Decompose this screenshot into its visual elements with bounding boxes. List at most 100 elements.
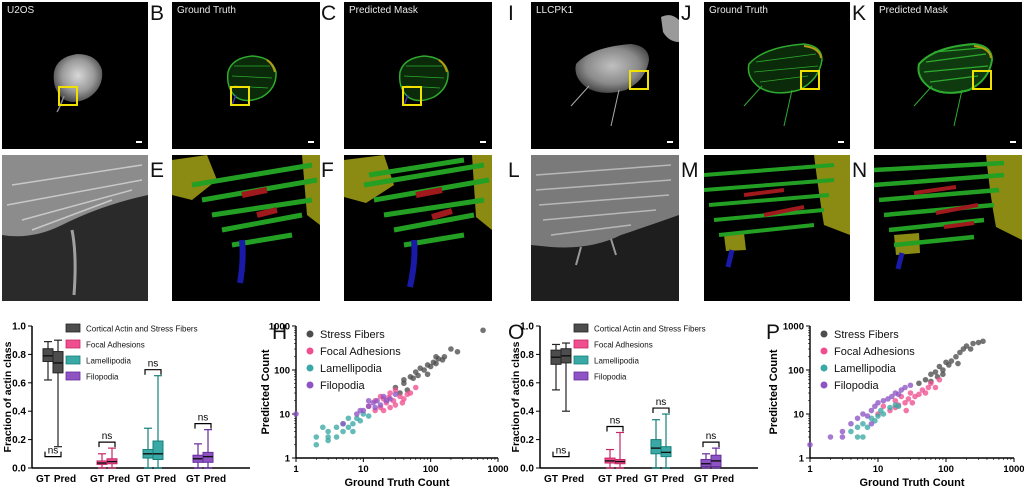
scatter-point <box>928 371 934 378</box>
box-plot-svg: 0.0 0.2 0.4 0.6 0.8 1.0 Fraction of actin clas… <box>510 322 758 485</box>
panel-label-o: O <box>508 321 525 344</box>
y-tick-label: 0.8 <box>520 350 534 361</box>
y-tick-label: 0.6 <box>520 378 534 389</box>
group-label-gt: GT <box>644 474 658 485</box>
legend-label: Focal Adhesions <box>86 341 145 350</box>
legend-label: Focal Adhesions <box>594 341 653 350</box>
scatter-point <box>970 340 976 347</box>
legend-swatch <box>65 371 81 381</box>
y-tick-label: 1 <box>285 454 291 465</box>
significance-label: ns <box>148 359 159 370</box>
scatter-point <box>854 434 861 440</box>
box-plot-svg: 0.0 0.2 0.4 0.6 0.8 1.0 Fraction of actin clas… <box>2 322 250 485</box>
scatter-point <box>875 413 881 419</box>
scatter-point <box>875 399 881 406</box>
scatter-point <box>940 367 946 373</box>
box <box>152 440 164 460</box>
scatter-point <box>433 360 439 367</box>
scatter-point <box>293 411 299 417</box>
scatter-point <box>480 327 486 334</box>
significance-label: ns <box>198 413 209 424</box>
scatter-point <box>839 434 846 440</box>
panel-label-l: L <box>508 159 520 182</box>
scatter-point <box>433 353 439 360</box>
scatter-point <box>860 434 866 440</box>
y-axis-label: Predicted Count <box>260 349 272 434</box>
scatter-point <box>902 399 908 406</box>
significance-label: ns <box>556 446 567 457</box>
scatter-point <box>365 403 372 410</box>
scatter-point <box>454 348 461 355</box>
predicted-zoom-mask <box>344 155 492 301</box>
group-label-gt: GT <box>598 474 612 485</box>
significance-label: ns <box>706 431 717 442</box>
group-label-pred: Pred <box>712 474 734 485</box>
y-tick-label: 0.4 <box>520 407 534 418</box>
ground-truth-mask-image: Ground Truth <box>172 2 320 149</box>
y-tick-label: 1000 <box>269 322 290 333</box>
scatter-point <box>854 415 861 422</box>
significance-label: ns <box>656 397 667 408</box>
legend-swatch <box>573 339 589 349</box>
scatter-point <box>895 403 902 410</box>
scatter-point <box>903 407 910 414</box>
scatter-point <box>940 371 946 378</box>
legend-label: Lamellipodia <box>320 363 383 375</box>
legend-marker <box>306 347 314 355</box>
scatter-point <box>410 375 416 382</box>
y-tick-label: 100 <box>788 366 804 377</box>
scatter-point <box>357 418 364 424</box>
x-tick-label: 1000 <box>487 464 508 475</box>
legend-swatch <box>573 371 589 381</box>
x-tick-label: 100 <box>423 464 439 475</box>
scatter-point <box>427 363 434 370</box>
scatter-point <box>350 428 356 435</box>
scatter-point <box>975 339 982 346</box>
scatter-point <box>936 363 943 370</box>
scatter-point <box>880 403 887 410</box>
y-tick-label: 1000 <box>783 322 804 333</box>
scatter-point <box>963 343 970 349</box>
u2os-fluorescence-image: U2OS <box>2 2 148 149</box>
group-label-gt: GT <box>544 474 558 485</box>
x-tick-label: 1 <box>293 464 299 475</box>
x-tick-label: 100 <box>938 464 954 475</box>
scatter-point <box>407 390 414 396</box>
group-label-gt: GT <box>90 474 104 485</box>
y-tick-label: 0.8 <box>12 350 26 361</box>
scatter-point <box>340 420 346 427</box>
legend-label: Lamellipodia <box>86 357 131 366</box>
scatter-point <box>932 369 939 375</box>
scatter-point <box>916 380 922 387</box>
legend-label: Stress Fibers <box>320 329 385 341</box>
group-label-gt: GT <box>36 474 50 485</box>
scatter-point <box>928 380 934 387</box>
scatter-point <box>319 424 326 431</box>
scatter-point <box>345 415 352 422</box>
legend-marker <box>306 330 314 338</box>
image-title: Ground Truth <box>709 5 768 16</box>
box <box>42 348 54 363</box>
legend-label: Focal Adhesions <box>320 346 401 358</box>
significance-bracket <box>144 369 162 375</box>
llcpk1-zoom-image <box>531 155 679 301</box>
legend-label: Filopodia <box>320 380 366 392</box>
scatter-point <box>354 411 360 417</box>
image-title: Ground Truth <box>177 5 236 16</box>
legend-label: Filopodia <box>834 380 880 392</box>
scatter-point <box>854 424 861 431</box>
scatter-point <box>313 441 320 448</box>
significance-label: ns <box>48 446 59 457</box>
scatter-point <box>333 434 340 440</box>
scatter-point <box>880 397 887 404</box>
scatter-point <box>864 424 871 431</box>
scatter-point <box>868 407 875 414</box>
scatter-point <box>922 376 929 383</box>
legend-label: Stress Fibers <box>834 329 899 341</box>
significance-bracket <box>44 451 62 458</box>
panel-label-j: J <box>681 2 692 25</box>
group-label-pred: Pred <box>562 474 584 485</box>
x-tick-label: 1000 <box>1003 464 1024 475</box>
box-plot-llcpk1: 0.0 0.2 0.4 0.6 0.8 1.0 Fraction of actin clas… <box>508 312 770 490</box>
scatter-plot-svg: 1 10 100 1000 1 10 100 1000 Ground Truth Count Pr… <box>768 322 1024 490</box>
